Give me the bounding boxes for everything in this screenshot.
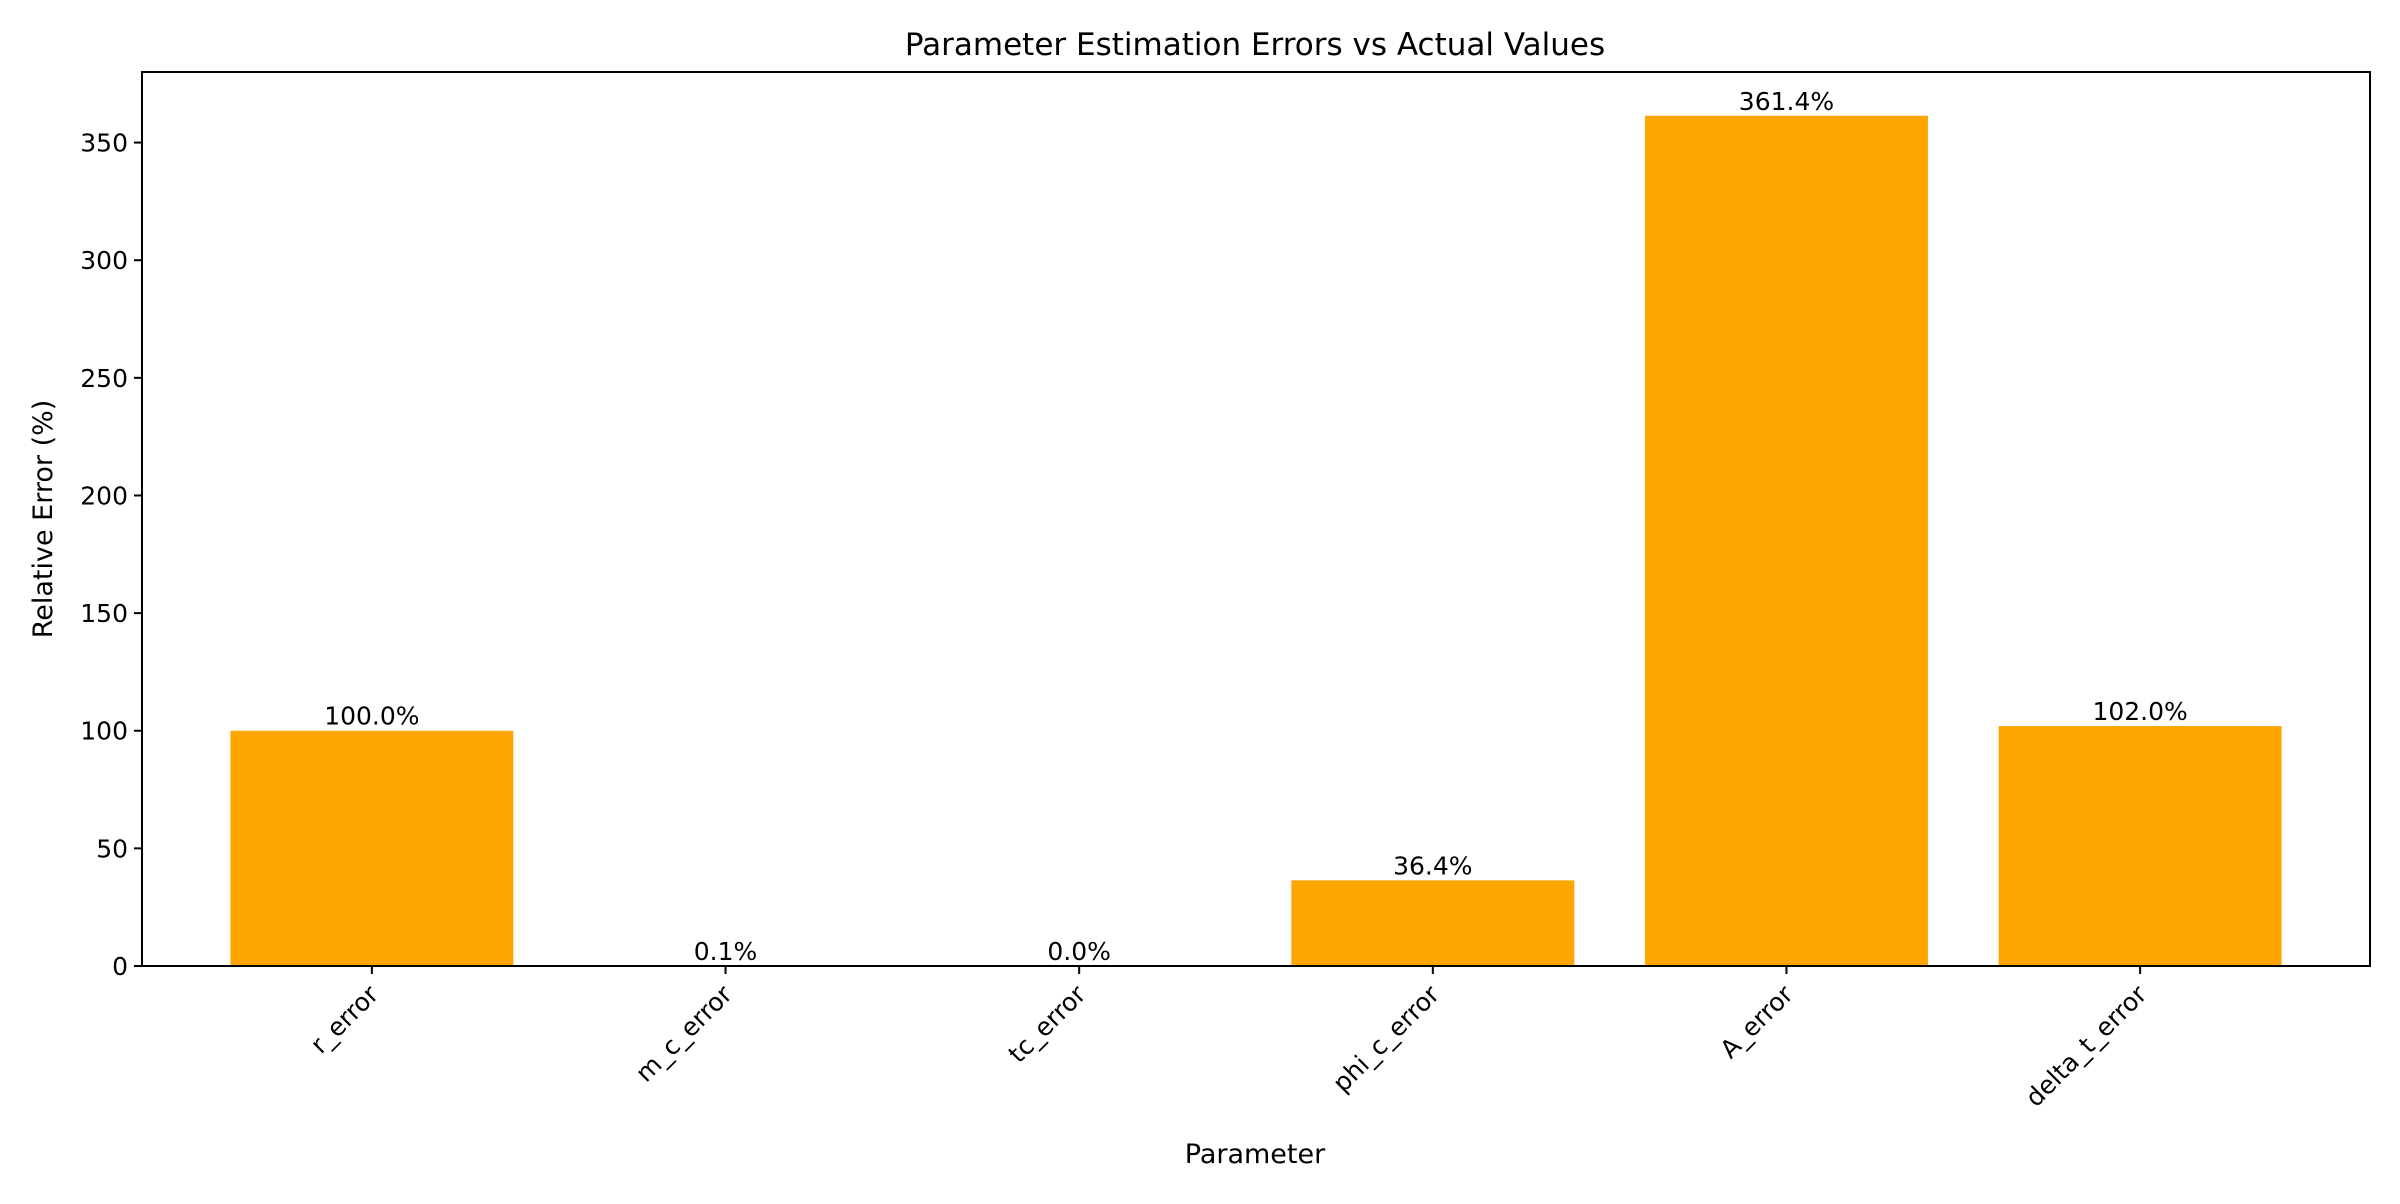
x-axis-ticks: r_error m_c_error tc_error phi_c_error A_err… bbox=[305, 966, 2153, 1112]
y-tick-label: 300 bbox=[80, 246, 128, 275]
y-tick-label: 50 bbox=[96, 834, 128, 863]
y-tick-label: 350 bbox=[80, 129, 128, 158]
chart-title: Parameter Estimation Errors vs Actual Va… bbox=[905, 27, 1605, 63]
data-label: 100.0% bbox=[324, 702, 419, 731]
x-tick-label: A_error bbox=[1714, 979, 1799, 1064]
bar-A-error bbox=[1645, 116, 1928, 966]
y-tick-label: 150 bbox=[80, 599, 128, 628]
y-tick-label: 100 bbox=[80, 717, 128, 746]
data-label: 361.4% bbox=[1739, 87, 1834, 116]
data-label: 0.0% bbox=[1047, 937, 1111, 966]
y-axis-ticks: 0 50 100 150 200 250 300 350 bbox=[80, 129, 142, 981]
y-tick-label: 200 bbox=[80, 481, 128, 510]
y-axis-label: Relative Error (%) bbox=[28, 400, 59, 639]
bar-phi-c-error bbox=[1291, 880, 1574, 966]
data-label: 102.0% bbox=[2092, 697, 2187, 726]
y-tick-label: 250 bbox=[80, 364, 128, 393]
data-label: 0.1% bbox=[694, 937, 758, 966]
data-label: 36.4% bbox=[1393, 851, 1472, 880]
y-tick-label: 0 bbox=[112, 952, 128, 981]
x-tick-label: m_c_error bbox=[630, 979, 738, 1087]
x-tick-label: phi_c_error bbox=[1327, 979, 1446, 1098]
x-tick-label: r_error bbox=[305, 979, 385, 1059]
x-tick-label: tc_error bbox=[1003, 979, 1092, 1068]
x-tick-label: delta_t_error bbox=[2020, 979, 2153, 1112]
x-axis-label: Parameter bbox=[1185, 1139, 1326, 1170]
bar-r-error bbox=[230, 731, 513, 966]
bars-layer bbox=[230, 116, 2281, 966]
bar-delta-t-error bbox=[1999, 726, 2282, 966]
